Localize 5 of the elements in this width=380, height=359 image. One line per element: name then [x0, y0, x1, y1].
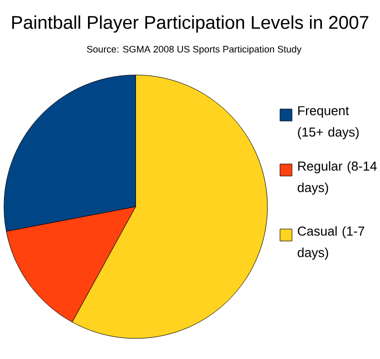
chart-subtitle: Source: SGMA 2008 US Sports Participation Study [86, 46, 302, 54]
chart-title: Paintball Player Participation Levels in 2007 [12, 15, 368, 33]
legend-label: Casual (1-7 days) [298, 226, 364, 260]
legend-label: Frequent (15+ days) [298, 106, 359, 140]
legend-label: Regular (8-14 days) [298, 161, 377, 195]
